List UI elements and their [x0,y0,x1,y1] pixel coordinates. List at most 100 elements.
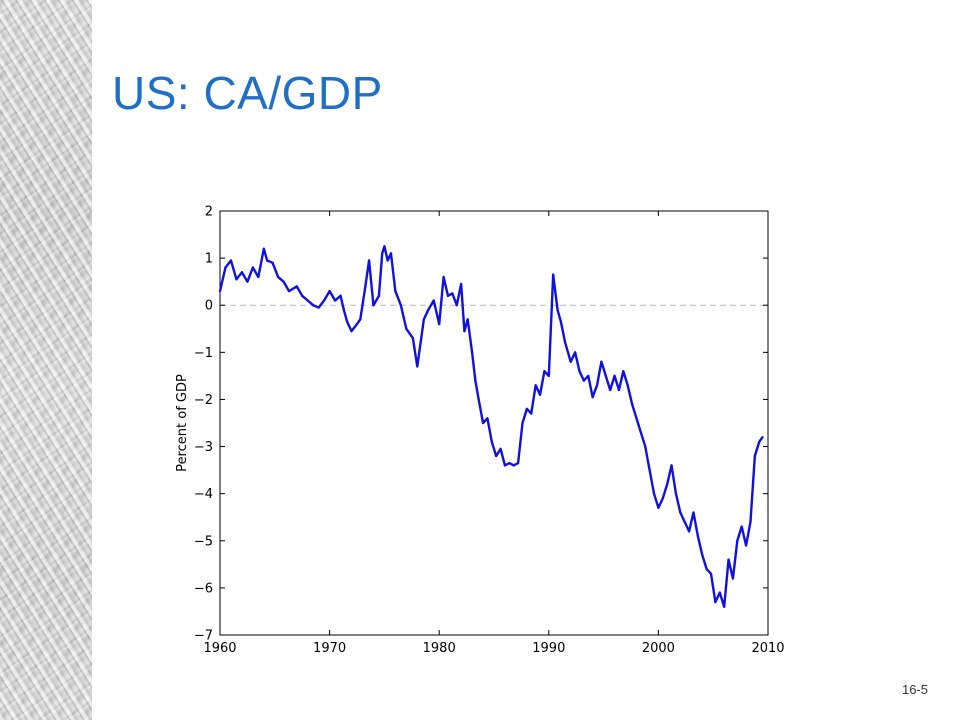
data-point [538,393,542,396]
data-point [363,289,366,293]
data-point [383,245,386,248]
page-number: 16-5 [901,682,928,697]
data-point [460,282,463,286]
data-point [474,379,477,382]
data-point [613,374,616,377]
data-point [218,289,222,293]
data-point [749,520,752,524]
data-point [262,247,265,250]
data-point [282,280,285,283]
data-point [530,412,533,415]
y-axis: 2 1 0 −1 −2 −3 −4 −5 −6 −7 [194,205,768,644]
data-point [727,558,730,561]
data-point [587,374,590,377]
data-point [626,384,629,387]
data-point [355,322,359,326]
data-point [630,403,634,406]
data-point [692,511,695,514]
data-point [466,318,469,321]
data-point [442,275,445,279]
data-point [517,461,520,465]
data-point [709,572,713,575]
data-point [696,534,699,538]
data-point [438,322,441,326]
data-point [687,530,691,533]
data-point [235,278,238,281]
data-point [257,275,260,279]
data-point [394,289,397,293]
data-point [552,273,555,276]
data-point [736,539,739,542]
data-point [559,320,562,323]
data-point [463,330,466,333]
data-point [574,351,577,354]
x-tick-label: 1990 [532,641,565,656]
data-point [591,395,594,399]
data-point [652,492,656,495]
data-point [609,388,612,392]
data-point [427,308,430,312]
data-point [761,436,764,439]
data-point [481,421,485,425]
data-point [389,252,393,255]
y-tick-label: −3 [194,440,213,455]
data-point [534,384,537,387]
data-point [556,308,559,312]
data-point [714,600,717,604]
data-point [758,440,761,443]
y-tick-label: −7 [194,629,213,644]
data-point [701,553,704,557]
series-points [218,245,764,608]
data-point [381,252,384,255]
data-point [333,299,337,302]
data-point [486,417,489,420]
x-tick-label: 2010 [751,641,784,656]
data-point [323,299,326,302]
data-point [644,445,647,448]
y-tick-label: −6 [194,581,213,596]
y-tick-label: 2 [205,205,213,220]
data-point [411,337,414,340]
marble-sidebar-decoration [0,0,92,720]
y-tick-label: −1 [194,346,213,361]
data-point [451,292,454,295]
data-point [600,360,603,363]
ca-gdp-line-chart: 1960 1970 1980 1990 2000 2010 2 1 0 −1 −2 −3 −4 −5 −6… [175,205,785,657]
x-tick-label: 1980 [423,641,456,656]
data-point [512,464,515,467]
data-point [744,544,748,547]
data-point [547,374,550,377]
data-point [543,370,546,373]
data-point [377,294,381,297]
data-point [578,370,581,373]
data-point [569,360,572,363]
data-point [753,454,756,458]
data-point [657,506,660,509]
x-tick-label: 1960 [203,641,236,656]
data-point [582,379,585,382]
data-point [328,289,331,293]
data-point [419,341,422,345]
slide-title: US: CA/GDP [112,67,383,119]
data-point [229,259,233,262]
data-point [617,388,621,392]
data-point [408,332,411,335]
data-point [731,577,735,580]
data-point [312,304,315,307]
y-tick-label: 1 [205,252,213,267]
data-point [224,266,227,269]
data-point [495,454,498,458]
x-axis: 1960 1970 1980 1990 2000 2010 [203,211,785,656]
data-point [246,280,249,283]
data-point [666,483,669,486]
data-point [740,525,743,528]
data-point [683,520,686,524]
y-tick-label: −5 [194,534,213,549]
data-point [648,469,651,472]
data-point [301,294,304,297]
data-point [359,318,362,321]
data-point [455,304,458,307]
data-point [399,304,402,307]
ca-gdp-series-line [218,245,764,608]
data-point [422,318,425,321]
